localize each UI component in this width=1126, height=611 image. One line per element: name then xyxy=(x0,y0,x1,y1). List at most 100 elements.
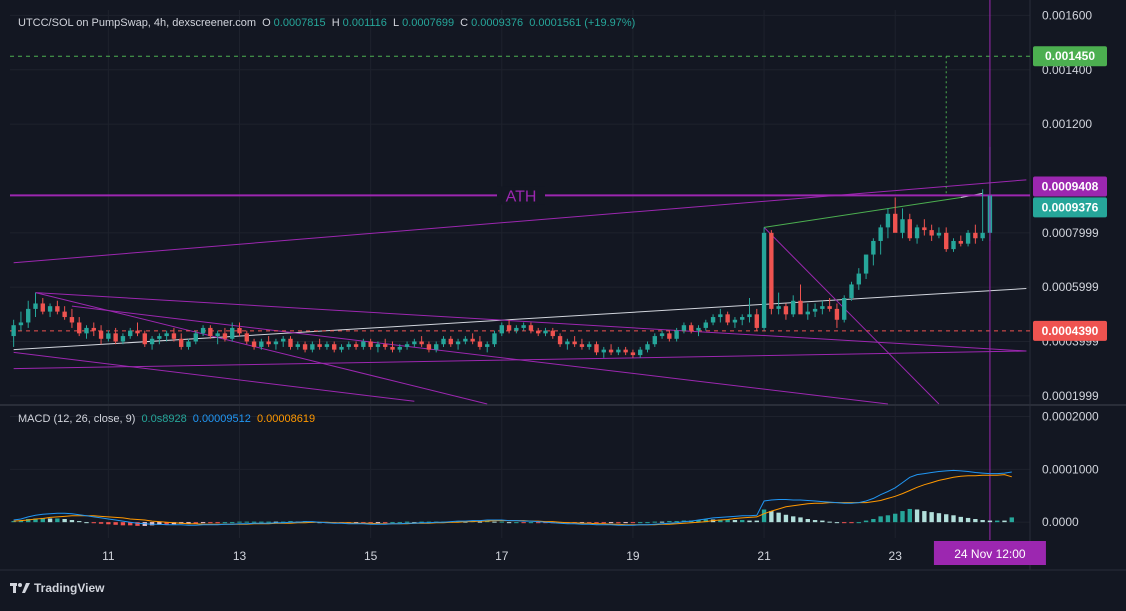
macd-bar xyxy=(273,521,279,523)
candle xyxy=(885,213,891,228)
candle xyxy=(40,303,45,312)
macd-bar xyxy=(149,522,155,526)
macd-bar xyxy=(477,521,483,523)
y-tick-label: 0.001200 xyxy=(1042,117,1092,131)
candle xyxy=(536,330,541,334)
candle xyxy=(77,322,82,334)
candle xyxy=(157,336,162,339)
macd-bar xyxy=(26,518,31,523)
macd-bar xyxy=(608,522,614,524)
macd-bar xyxy=(506,522,512,524)
grid-lines xyxy=(10,10,1030,538)
macd-bar xyxy=(725,519,730,523)
candle xyxy=(499,325,504,334)
macd-bar xyxy=(528,522,534,524)
macd-signal-value: 0.00008619 xyxy=(256,413,316,425)
candle xyxy=(324,344,330,347)
macd-bar xyxy=(761,509,767,523)
macd-bar xyxy=(776,512,781,523)
macd-bar xyxy=(492,521,497,523)
macd-bar xyxy=(514,522,519,524)
candle xyxy=(98,330,104,339)
macd-bar xyxy=(842,522,847,524)
candle xyxy=(958,240,963,244)
macd-bar xyxy=(186,522,191,524)
macd-bar xyxy=(193,522,198,524)
candle xyxy=(106,333,111,339)
candle xyxy=(419,341,424,345)
candle xyxy=(383,344,388,347)
candle xyxy=(434,344,439,350)
x-tick-label: 19 xyxy=(626,549,640,563)
tradingview-logo[interactable]: TradingView xyxy=(10,581,104,595)
candle xyxy=(594,344,599,353)
macd-bar xyxy=(281,521,286,523)
candle xyxy=(128,330,133,337)
macd-bar xyxy=(951,515,956,523)
candle xyxy=(26,308,31,323)
y-tick-label: 0.0002000 xyxy=(1042,410,1099,424)
candle xyxy=(740,317,745,320)
macd-bar xyxy=(587,522,592,524)
macd-bar xyxy=(667,521,672,523)
candle xyxy=(623,349,628,353)
candle xyxy=(965,232,971,244)
macd-bar xyxy=(783,514,789,523)
y-tick-label: 0.0007999 xyxy=(1042,226,1099,240)
candle xyxy=(149,338,155,345)
macd-bar xyxy=(375,522,381,524)
candle xyxy=(339,346,344,350)
candle xyxy=(463,338,468,342)
y-tick-label: 0.0001999 xyxy=(1042,389,1099,403)
y-tick-label: 0.001400 xyxy=(1042,63,1092,77)
candle xyxy=(951,240,956,250)
candle xyxy=(936,232,942,236)
close-label: C xyxy=(460,17,469,29)
candle xyxy=(244,333,249,342)
trendline xyxy=(763,196,961,228)
macd-bar xyxy=(893,513,898,523)
candle xyxy=(448,338,453,345)
macd-bar xyxy=(980,520,985,523)
macd-bar xyxy=(171,522,177,525)
macd-bar xyxy=(718,519,723,523)
macd-bar xyxy=(390,522,395,524)
candle xyxy=(630,352,636,356)
candles xyxy=(11,146,993,358)
trendline xyxy=(13,351,415,402)
macd-bar xyxy=(208,522,213,524)
macd-bar xyxy=(863,520,869,523)
candle xyxy=(871,240,876,255)
candle xyxy=(638,349,643,356)
macd-bar xyxy=(856,522,861,524)
macd-bar xyxy=(77,521,82,523)
macd-bar xyxy=(638,522,643,524)
macd-bar xyxy=(645,522,650,524)
candle xyxy=(514,327,519,331)
macd-bar xyxy=(754,520,759,523)
candle xyxy=(215,333,220,337)
candle xyxy=(259,341,264,347)
candle xyxy=(557,336,563,345)
candle xyxy=(412,341,417,345)
macd-bar xyxy=(703,519,708,523)
macd-bar xyxy=(747,520,752,523)
candle xyxy=(572,341,577,345)
macd-bar xyxy=(623,522,628,524)
candle xyxy=(652,336,657,345)
macd-bar xyxy=(164,522,169,525)
macd-bar xyxy=(353,522,359,524)
candle xyxy=(689,325,694,331)
macd-bar xyxy=(499,521,504,523)
macd-bar xyxy=(135,522,140,526)
candle xyxy=(674,330,679,339)
candle xyxy=(361,341,366,347)
high-value: 0.001116 xyxy=(342,17,387,29)
candle xyxy=(47,306,53,312)
macd-signal-line xyxy=(13,474,1012,526)
macd-bar xyxy=(40,517,45,523)
macd-hist-value: 0.0s8928 xyxy=(141,413,187,425)
macd-bar xyxy=(922,511,927,523)
